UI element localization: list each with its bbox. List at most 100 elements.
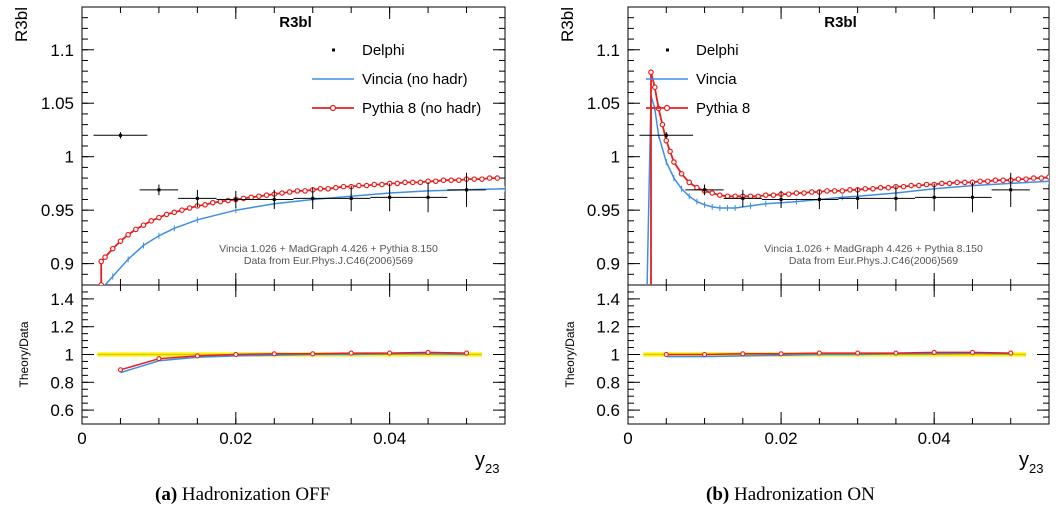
panel-a-caption-text: Hadronization OFF bbox=[181, 484, 331, 505]
series-point bbox=[862, 185, 869, 192]
series-point bbox=[209, 199, 216, 206]
series-point bbox=[98, 282, 105, 285]
ratio-series-point bbox=[778, 351, 784, 357]
series-point bbox=[667, 148, 673, 155]
panel-b-caption: (b) Hadronization ON bbox=[706, 484, 875, 506]
panel-b-caption-label: (b) bbox=[706, 484, 730, 505]
x-axis-label-main: y bbox=[475, 449, 485, 471]
ratio-tick-label: 0.8 bbox=[50, 373, 74, 392]
annotation-line: Data from Eur.Phys.J.C46(2006)569 bbox=[244, 255, 413, 267]
y-axis-label: R3bl bbox=[12, 7, 31, 42]
ratio-series-point bbox=[387, 350, 393, 356]
series-point bbox=[140, 222, 147, 228]
data-point bbox=[426, 195, 430, 199]
ratio-series-point bbox=[348, 350, 354, 356]
figure-canvas: R3bl R3bl Theory/Data 0.9 0.95 1 1.05 1.1 0.6 0.8… bbox=[12, 6, 1050, 476]
series-point bbox=[148, 218, 155, 224]
x-tick-label: 0.04 bbox=[918, 429, 951, 448]
x-axis-label-subscript: 23 bbox=[485, 461, 499, 476]
ratio-series-point bbox=[117, 367, 124, 373]
ratio-series-line bbox=[666, 352, 1011, 358]
data-point bbox=[1009, 188, 1013, 192]
series-point bbox=[785, 191, 792, 197]
series-point bbox=[663, 137, 670, 144]
x-axis-label: y23 bbox=[1019, 449, 1043, 476]
series-point bbox=[102, 254, 108, 261]
series-point bbox=[432, 178, 439, 185]
ratio-tick-label: 1 bbox=[611, 346, 620, 365]
series-point bbox=[279, 190, 285, 196]
series-point bbox=[294, 188, 301, 194]
ratio-series-line bbox=[120, 351, 467, 371]
ratio-tick-label: 1 bbox=[65, 346, 74, 365]
series-point bbox=[1030, 175, 1037, 181]
annotation-line: Data from Eur.Phys.J.C46(2006)569 bbox=[789, 255, 958, 267]
ratio-series-point bbox=[310, 351, 316, 357]
series-point bbox=[649, 315, 653, 319]
y-tick-label: 1.05 bbox=[41, 94, 74, 113]
series-point bbox=[801, 190, 807, 196]
series-point bbox=[709, 190, 716, 196]
series-point bbox=[755, 193, 761, 200]
series-point bbox=[394, 180, 401, 187]
series-point bbox=[1023, 176, 1029, 182]
series-point bbox=[747, 193, 754, 200]
series-point bbox=[186, 205, 193, 211]
series-point bbox=[202, 202, 208, 208]
data-point bbox=[856, 196, 860, 200]
series-point bbox=[808, 189, 815, 195]
series-point bbox=[479, 176, 485, 182]
series-point bbox=[133, 226, 139, 233]
legend-data-marker bbox=[332, 48, 335, 52]
legend-label: Vincia bbox=[696, 71, 737, 88]
ratio-series-point bbox=[893, 350, 899, 356]
series-point bbox=[651, 84, 658, 90]
ratio-series-line bbox=[666, 351, 1011, 356]
data-point bbox=[932, 195, 936, 199]
ratio-series-point bbox=[701, 351, 708, 358]
panel-a-caption-label: (a) bbox=[155, 484, 178, 505]
series-point bbox=[256, 193, 262, 200]
legend: Delphi Vincia Pythia 8 bbox=[646, 42, 750, 117]
x-axis-label: y23 bbox=[475, 449, 499, 476]
series-point bbox=[1038, 175, 1045, 181]
data-point bbox=[703, 188, 707, 192]
ratio-tick-label: 1.4 bbox=[50, 290, 74, 309]
legend-point-marker bbox=[663, 104, 671, 112]
series-point bbox=[109, 245, 116, 252]
ratio-series-point bbox=[271, 351, 277, 357]
series-point bbox=[402, 179, 408, 186]
series-line bbox=[104, 188, 505, 285]
series-point bbox=[694, 184, 700, 191]
y-tick-label: 1 bbox=[65, 148, 74, 167]
data-point bbox=[311, 196, 315, 200]
series-point bbox=[885, 184, 892, 191]
series-point bbox=[923, 181, 930, 188]
ratio-series-point bbox=[816, 350, 822, 356]
series-point bbox=[659, 121, 666, 128]
series-line bbox=[646, 95, 1049, 285]
legend: Delphi Vincia (no hadr) Pythia 8 (no hadr) bbox=[312, 42, 481, 117]
series-point bbox=[961, 179, 968, 186]
ratio-tick-label: 1.2 bbox=[596, 318, 620, 337]
ratio-series-point bbox=[740, 351, 746, 357]
annotation-line: Vincia 1.026 + MadGraph 4.426 + Pythia 8… bbox=[219, 243, 438, 255]
series-point bbox=[286, 189, 293, 195]
y-tick-label: 1.1 bbox=[50, 41, 74, 60]
series-point bbox=[870, 185, 876, 192]
series-point bbox=[678, 171, 685, 177]
data-point bbox=[272, 197, 276, 201]
legend-label: Vincia (no hadr) bbox=[362, 71, 468, 88]
series-point bbox=[332, 184, 339, 191]
data-point bbox=[779, 197, 783, 201]
series-point bbox=[440, 177, 447, 184]
series-point bbox=[317, 185, 324, 192]
series-point bbox=[486, 175, 493, 181]
series-point bbox=[1015, 176, 1022, 182]
data-point bbox=[349, 196, 353, 200]
ratio-series-point bbox=[969, 349, 976, 355]
series-point bbox=[992, 177, 999, 184]
legend-label: Delphi bbox=[362, 42, 405, 59]
series-point bbox=[877, 184, 884, 191]
ratio-series-point bbox=[663, 351, 669, 358]
